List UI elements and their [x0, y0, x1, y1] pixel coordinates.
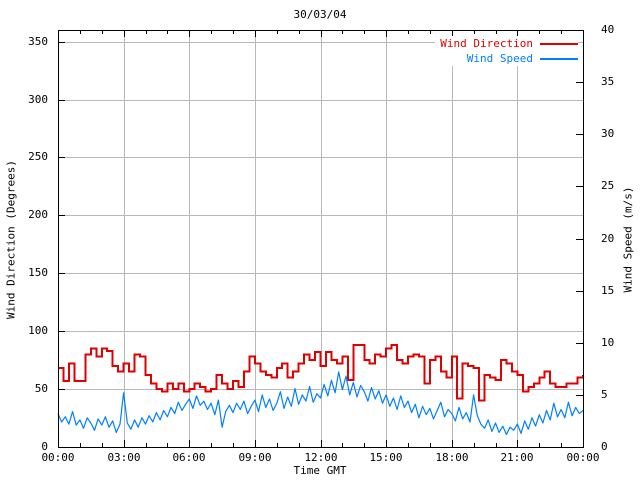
legend-item-wind-speed: Wind Speed	[435, 51, 578, 66]
x-tick-label: 06:00	[172, 451, 206, 464]
x-tick-label: 18:00	[435, 451, 469, 464]
x-tick-label: 15:00	[369, 451, 403, 464]
x-tick-label: 12:00	[304, 451, 338, 464]
y-right-tick-label: 20	[601, 232, 615, 245]
y-left-tick-label: 250	[28, 150, 48, 163]
y-left-tick-label: 100	[28, 324, 48, 337]
y-left-tick-label: 50	[34, 382, 48, 395]
legend-label-wind-speed: Wind Speed	[466, 52, 533, 65]
y-right-tick-label: 40	[601, 23, 615, 36]
y-right-tick-label: 25	[601, 179, 615, 192]
chart-title: 30/03/04	[293, 8, 347, 21]
y-right-tick-label: 10	[601, 336, 615, 349]
legend-line-sample-wind-speed	[540, 57, 578, 60]
y-left-tick-label: 200	[28, 208, 48, 221]
x-tick-label: 00:00	[41, 451, 75, 464]
x-tick-label: 03:00	[107, 451, 141, 464]
x-axis-title: Time GMT	[293, 464, 347, 477]
legend: Wind Direction Wind Speed	[435, 36, 578, 66]
legend-label-wind-direction: Wind Direction	[440, 37, 533, 50]
y-right-tick-label: 35	[601, 75, 615, 88]
legend-item-wind-direction: Wind Direction	[435, 36, 578, 51]
y-right-tick-label: 5	[601, 388, 608, 401]
series-wind-speed	[57, 371, 584, 436]
y-right-tick-label: 0	[601, 440, 608, 453]
y-left-tick-label: 300	[28, 93, 48, 106]
series-wind-direction	[58, 344, 584, 402]
x-tick-label: 00:00	[566, 451, 600, 464]
y-left-tick-label: 0	[41, 440, 48, 453]
left-axis-title: Wind Direction (Degrees)	[4, 160, 18, 319]
y-right-tick-label: 15	[601, 284, 615, 297]
legend-line-sample-wind-direction	[540, 42, 578, 45]
y-right-tick-label: 30	[601, 127, 615, 140]
y-left-tick-label: 350	[28, 35, 48, 48]
y-left-tick-label: 150	[28, 266, 48, 279]
x-tick-label: 09:00	[238, 451, 272, 464]
x-tick-label: 21:00	[500, 451, 534, 464]
right-axis-title: Wind Speed (m/s)	[621, 186, 635, 293]
